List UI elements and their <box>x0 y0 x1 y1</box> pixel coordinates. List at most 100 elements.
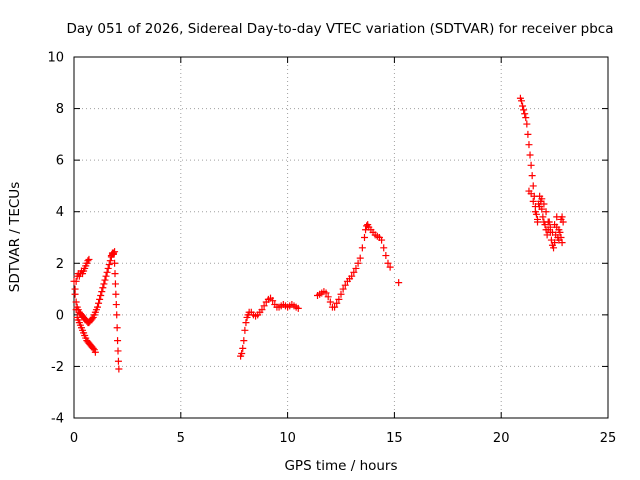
y-tick-label: 4 <box>56 205 64 220</box>
data-point <box>333 299 341 307</box>
data-point <box>550 244 558 252</box>
y-tick-label: -2 <box>51 360 64 375</box>
data-point <box>341 281 349 289</box>
data-point <box>258 306 266 314</box>
x-tick-label: 10 <box>279 431 296 446</box>
data-point <box>112 301 120 309</box>
grid-lines <box>74 57 608 418</box>
data-point <box>339 285 347 293</box>
data-point <box>111 280 119 288</box>
data-point <box>527 161 535 169</box>
data-point <box>335 295 343 303</box>
data-point <box>395 279 403 287</box>
data-point <box>380 244 388 252</box>
data-point <box>85 255 93 263</box>
data-point <box>378 236 386 244</box>
y-tick-label: 2 <box>56 257 64 272</box>
data-point <box>536 203 544 211</box>
y-tick-label: 0 <box>56 308 64 323</box>
x-tick-label: 25 <box>600 431 617 446</box>
data-point <box>106 257 114 265</box>
data-point <box>526 151 534 159</box>
data-point <box>331 303 339 311</box>
data-point <box>99 284 107 292</box>
data-point <box>527 190 535 198</box>
y-tick-label: 8 <box>56 102 64 117</box>
data-point <box>114 337 122 345</box>
data-point <box>520 106 528 114</box>
x-tick-label: 15 <box>386 431 403 446</box>
y-tick-label: 10 <box>47 51 64 66</box>
data-point <box>522 114 530 122</box>
data-point <box>322 289 330 297</box>
data-point <box>534 215 542 223</box>
data-point <box>528 172 536 180</box>
data-point <box>111 259 119 267</box>
data-point <box>242 319 250 327</box>
data-point <box>558 239 566 247</box>
data-point <box>98 288 106 296</box>
data-point <box>260 302 268 310</box>
data-point <box>97 292 105 300</box>
data-point <box>326 298 334 306</box>
data-point <box>519 102 527 110</box>
series-segment-4 <box>107 249 123 373</box>
data-point <box>546 223 554 231</box>
data-point <box>111 270 119 278</box>
data-point <box>114 357 122 365</box>
x-tick-label: 0 <box>70 431 78 446</box>
data-point <box>95 299 103 307</box>
data-point <box>110 250 118 258</box>
data-point <box>352 264 360 272</box>
data-point <box>557 234 565 241</box>
series-segment-7 <box>395 279 403 287</box>
series-segment-8 <box>516 94 566 252</box>
data-point <box>517 97 525 105</box>
data-point <box>103 268 111 276</box>
data-point <box>524 130 532 138</box>
series-segment-2 <box>71 255 93 293</box>
data-point <box>551 239 559 247</box>
data-point <box>112 290 120 298</box>
data-point <box>88 315 96 323</box>
data-point <box>548 228 556 236</box>
data-point <box>555 226 563 234</box>
chart-title: Day 051 of 2026, Sidereal Day-to-day VTE… <box>66 21 613 37</box>
plot-frame <box>73 56 609 419</box>
data-point <box>521 110 529 118</box>
y-tick-label: -4 <box>51 412 64 427</box>
data-point <box>113 311 121 319</box>
data-point <box>105 261 113 269</box>
data-point <box>382 252 390 260</box>
data-point <box>358 244 366 252</box>
data-point <box>529 182 537 190</box>
data-point <box>523 120 531 128</box>
data-point <box>84 257 92 265</box>
data-point <box>101 276 109 284</box>
y-tick-label: 6 <box>56 154 64 169</box>
data-point <box>108 249 116 257</box>
data-point <box>294 304 302 312</box>
data-point <box>93 303 101 311</box>
data-point <box>72 298 80 306</box>
data-point <box>91 348 99 356</box>
y-axis-label: SDTVAR / TECUs <box>7 182 23 292</box>
data-point <box>102 272 110 280</box>
data-points <box>70 94 567 373</box>
axis-ticks: 0 5 10 15 20 25 -4 -2 0 2 4 6 8 10 <box>47 51 616 447</box>
data-point <box>544 218 552 226</box>
data-point <box>89 344 97 352</box>
data-point <box>384 259 392 267</box>
data-point <box>551 221 559 229</box>
data-point <box>559 218 567 226</box>
series-segment-9 <box>525 187 567 247</box>
data-point <box>114 347 122 355</box>
data-point <box>96 295 104 303</box>
data-point <box>542 208 550 216</box>
data-point <box>100 280 108 288</box>
data-point <box>356 254 364 262</box>
x-tick-label: 5 <box>177 431 185 446</box>
data-point <box>531 208 539 216</box>
data-point <box>104 264 112 272</box>
